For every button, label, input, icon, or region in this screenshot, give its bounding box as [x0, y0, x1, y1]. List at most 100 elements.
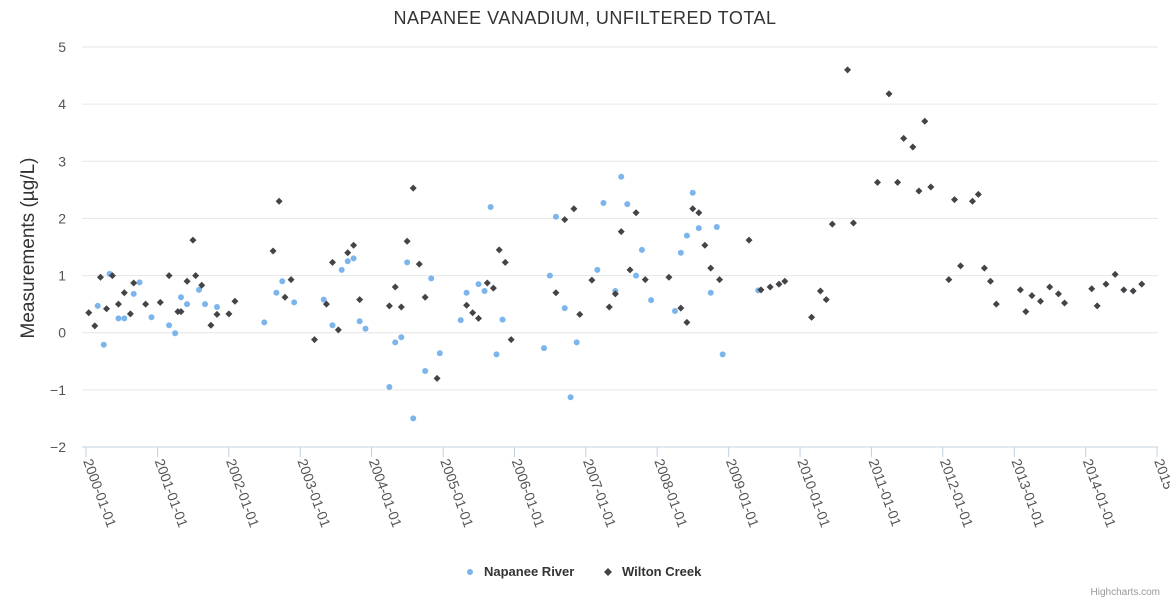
data-point-wilton-creek[interactable] — [1028, 292, 1036, 300]
data-point-napanee-river[interactable] — [279, 278, 286, 285]
data-point-napanee-river[interactable] — [166, 322, 173, 329]
data-point-wilton-creek[interactable] — [1061, 299, 1069, 307]
data-point-wilton-creek[interactable] — [570, 205, 578, 213]
data-point-wilton-creek[interactable] — [1088, 285, 1096, 293]
data-point-napanee-river[interactable] — [362, 325, 369, 332]
data-point-napanee-river[interactable] — [392, 339, 399, 346]
data-point-napanee-river[interactable] — [683, 232, 690, 239]
data-point-wilton-creek[interactable] — [207, 321, 215, 329]
data-point-wilton-creek[interactable] — [130, 279, 138, 287]
data-point-wilton-creek[interactable] — [287, 276, 295, 284]
data-point-napanee-river[interactable] — [184, 301, 191, 308]
data-point-napanee-river[interactable] — [436, 350, 443, 357]
data-point-napanee-river[interactable] — [356, 318, 363, 325]
data-point-napanee-river[interactable] — [195, 286, 202, 293]
data-point-wilton-creek[interactable] — [900, 134, 908, 142]
data-point-napanee-river[interactable] — [481, 288, 488, 294]
data-point-wilton-creek[interactable] — [822, 296, 830, 304]
data-point-wilton-creek[interactable] — [483, 279, 491, 287]
data-point-napanee-river[interactable] — [573, 339, 580, 346]
data-point-napanee-river[interactable] — [422, 368, 429, 374]
data-point-napanee-river[interactable] — [344, 258, 351, 265]
data-point-napanee-river[interactable] — [540, 345, 547, 352]
data-point-wilton-creek[interactable] — [189, 236, 197, 244]
data-point-napanee-river[interactable] — [428, 275, 435, 282]
data-point-wilton-creek[interactable] — [183, 277, 191, 285]
data-point-napanee-river[interactable] — [404, 259, 411, 266]
data-point-wilton-creek[interactable] — [356, 296, 364, 304]
data-point-wilton-creek[interactable] — [165, 272, 173, 280]
data-point-wilton-creek[interactable] — [716, 276, 724, 284]
data-point-wilton-creek[interactable] — [701, 241, 709, 249]
data-point-wilton-creek[interactable] — [225, 310, 233, 318]
data-point-wilton-creek[interactable] — [1016, 286, 1024, 294]
data-point-wilton-creek[interactable] — [269, 247, 277, 255]
data-point-wilton-creek[interactable] — [1138, 280, 1146, 288]
data-point-napanee-river[interactable] — [202, 301, 209, 308]
data-point-wilton-creek[interactable] — [156, 298, 164, 306]
data-point-napanee-river[interactable] — [671, 308, 678, 314]
data-point-wilton-creek[interactable] — [311, 336, 319, 344]
data-point-napanee-river[interactable] — [261, 319, 268, 326]
data-point-wilton-creek[interactable] — [617, 228, 625, 236]
data-point-wilton-creek[interactable] — [986, 277, 994, 285]
data-point-wilton-creek[interactable] — [1093, 302, 1101, 310]
data-point-napanee-river[interactable] — [567, 394, 574, 401]
data-point-wilton-creek[interactable] — [849, 219, 857, 227]
data-point-wilton-creek[interactable] — [632, 209, 640, 217]
data-point-napanee-river[interactable] — [695, 225, 702, 232]
data-point-wilton-creek[interactable] — [611, 290, 619, 298]
data-point-wilton-creek[interactable] — [561, 216, 569, 224]
data-point-napanee-river[interactable] — [713, 224, 720, 230]
data-point-napanee-river[interactable] — [594, 266, 601, 273]
data-point-wilton-creek[interactable] — [1102, 280, 1110, 288]
data-point-napanee-river[interactable] — [148, 314, 155, 321]
data-point-wilton-creek[interactable] — [665, 273, 673, 281]
data-point-wilton-creek[interactable] — [1036, 297, 1044, 305]
data-point-napanee-river[interactable] — [94, 302, 101, 309]
data-point-napanee-river[interactable] — [172, 330, 179, 337]
data-point-napanee-river[interactable] — [463, 289, 470, 296]
data-point-wilton-creek[interactable] — [576, 310, 584, 318]
data-point-wilton-creek[interactable] — [707, 264, 715, 272]
data-point-wilton-creek[interactable] — [974, 190, 982, 198]
data-point-napanee-river[interactable] — [291, 299, 298, 306]
data-point-wilton-creek[interactable] — [142, 300, 150, 308]
data-point-wilton-creek[interactable] — [605, 303, 613, 311]
data-point-wilton-creek[interactable] — [1129, 287, 1137, 295]
data-point-wilton-creek[interactable] — [957, 262, 965, 270]
data-point-wilton-creek[interactable] — [344, 249, 352, 257]
data-point-napanee-river[interactable] — [707, 289, 714, 296]
data-point-wilton-creek[interactable] — [103, 305, 111, 313]
data-point-napanee-river[interactable] — [719, 351, 726, 358]
data-point-wilton-creek[interactable] — [397, 303, 405, 311]
data-point-wilton-creek[interactable] — [507, 336, 515, 344]
data-point-napanee-river[interactable] — [273, 289, 280, 296]
data-point-napanee-river[interactable] — [638, 246, 645, 253]
data-point-napanee-river[interactable] — [100, 341, 107, 348]
data-point-napanee-river[interactable] — [178, 294, 185, 301]
data-point-wilton-creek[interactable] — [489, 284, 497, 292]
data-point-wilton-creek[interactable] — [433, 374, 441, 382]
data-point-napanee-river[interactable] — [618, 173, 625, 180]
data-point-wilton-creek[interactable] — [885, 90, 893, 98]
data-point-wilton-creek[interactable] — [96, 273, 104, 281]
data-point-wilton-creek[interactable] — [501, 258, 509, 266]
data-point-wilton-creek[interactable] — [126, 310, 134, 318]
data-point-napanee-river[interactable] — [493, 351, 500, 358]
data-point-wilton-creek[interactable] — [683, 318, 691, 326]
data-point-napanee-river[interactable] — [561, 305, 568, 312]
data-point-wilton-creek[interactable] — [766, 283, 774, 291]
data-point-napanee-river[interactable] — [136, 279, 143, 286]
data-point-wilton-creek[interactable] — [816, 287, 824, 295]
data-point-wilton-creek[interactable] — [894, 178, 902, 186]
data-point-wilton-creek[interactable] — [391, 283, 399, 291]
data-point-napanee-river[interactable] — [677, 249, 684, 256]
data-point-napanee-river[interactable] — [689, 189, 696, 196]
data-point-wilton-creek[interactable] — [409, 184, 417, 192]
data-point-wilton-creek[interactable] — [322, 300, 330, 308]
data-point-wilton-creek[interactable] — [334, 326, 342, 334]
data-point-wilton-creek[interactable] — [828, 220, 836, 228]
data-point-napanee-river[interactable] — [398, 334, 405, 341]
data-point-napanee-river[interactable] — [213, 304, 220, 310]
